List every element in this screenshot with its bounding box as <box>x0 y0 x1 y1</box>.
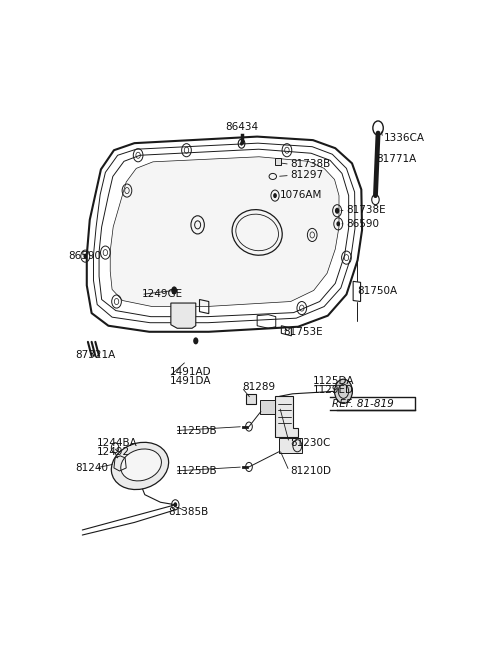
Circle shape <box>84 253 87 259</box>
Text: 1129ED: 1129ED <box>313 385 354 395</box>
Text: 12492: 12492 <box>97 447 131 457</box>
Text: 86434: 86434 <box>226 122 259 132</box>
Circle shape <box>240 141 243 145</box>
Circle shape <box>335 208 339 214</box>
Text: 1125DB: 1125DB <box>175 466 217 476</box>
Circle shape <box>193 337 198 345</box>
Circle shape <box>336 221 340 227</box>
Text: 1491AD: 1491AD <box>170 367 211 377</box>
Text: 1125DA: 1125DA <box>313 376 354 386</box>
Text: 1125DB: 1125DB <box>175 426 217 436</box>
Ellipse shape <box>121 449 161 481</box>
Circle shape <box>173 502 177 507</box>
Text: 81230C: 81230C <box>290 438 330 448</box>
Polygon shape <box>260 400 275 414</box>
Polygon shape <box>279 438 302 453</box>
Circle shape <box>171 286 177 295</box>
Polygon shape <box>275 396 298 437</box>
Text: 81385B: 81385B <box>168 508 208 517</box>
Polygon shape <box>110 157 339 307</box>
Text: 81297: 81297 <box>290 170 324 180</box>
Text: 81750A: 81750A <box>358 286 398 297</box>
Circle shape <box>273 193 277 198</box>
Text: 81289: 81289 <box>242 383 276 392</box>
Polygon shape <box>246 394 256 404</box>
FancyBboxPatch shape <box>275 159 281 165</box>
Text: 1249GE: 1249GE <box>142 290 183 299</box>
Text: 1491DA: 1491DA <box>170 376 211 386</box>
Polygon shape <box>171 303 196 328</box>
Text: 81240: 81240 <box>75 463 108 473</box>
Text: 81210D: 81210D <box>290 466 331 476</box>
Text: 86590: 86590 <box>347 219 379 229</box>
Text: 1336CA: 1336CA <box>384 133 425 143</box>
Text: 81738E: 81738E <box>347 205 386 215</box>
Text: REF. 81-819: REF. 81-819 <box>332 399 393 409</box>
Text: 86590: 86590 <box>68 251 101 261</box>
Text: 1244BA: 1244BA <box>97 438 138 448</box>
Text: 1076AM: 1076AM <box>279 189 322 200</box>
Circle shape <box>335 379 352 403</box>
Text: 87321A: 87321A <box>75 350 115 360</box>
Text: 81753E: 81753E <box>283 327 323 337</box>
Text: 81771A: 81771A <box>376 155 417 164</box>
Ellipse shape <box>111 442 168 489</box>
Text: 81738B: 81738B <box>290 159 331 170</box>
